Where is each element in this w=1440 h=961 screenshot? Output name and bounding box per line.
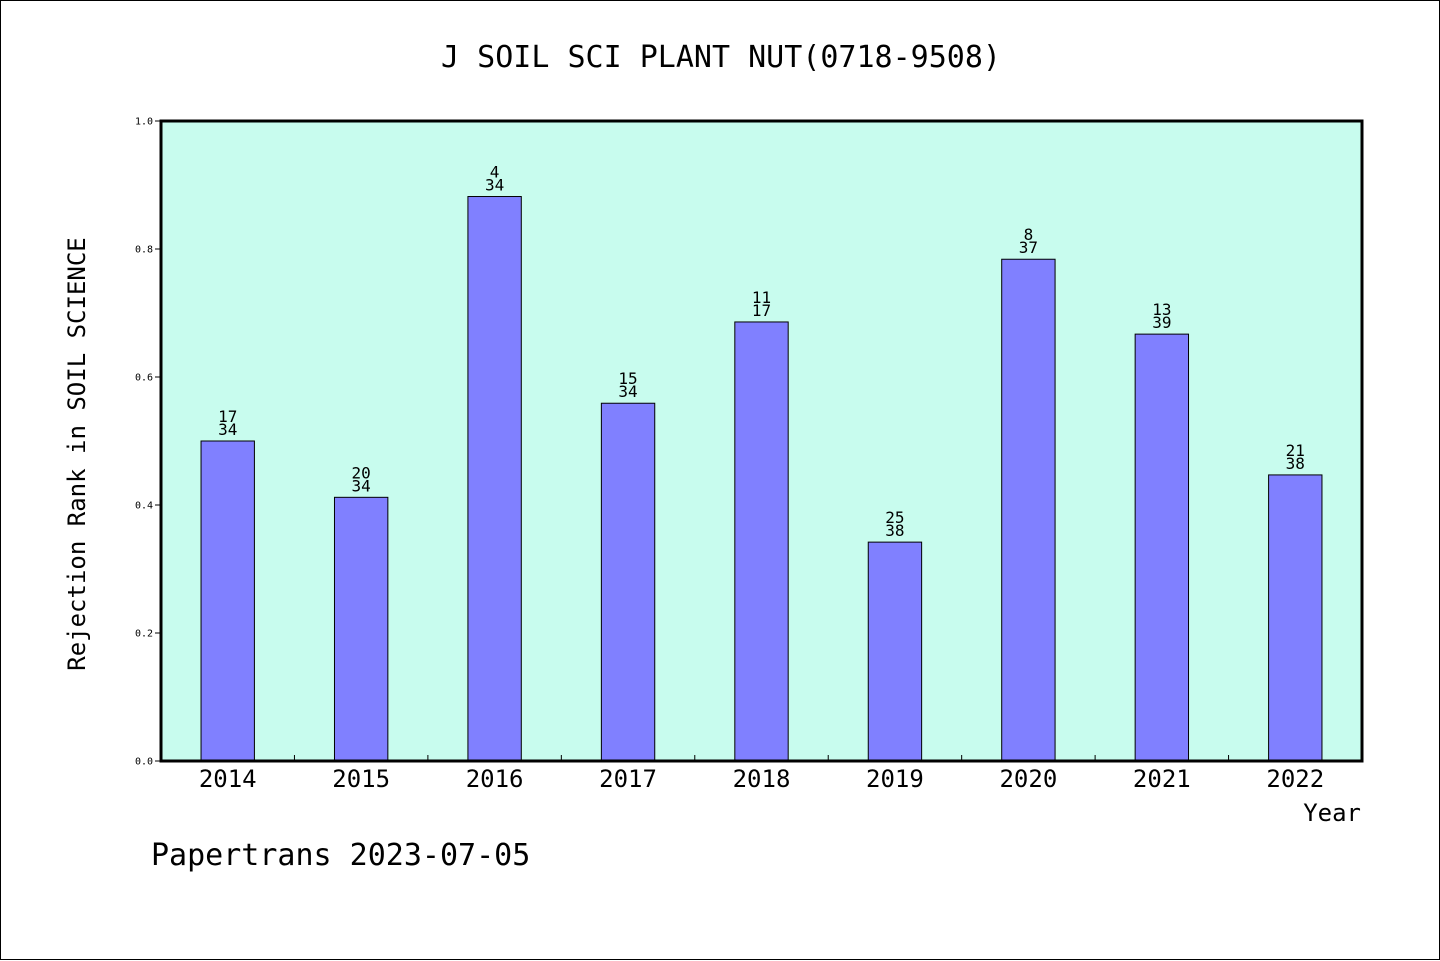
y-tick-label: 0.4 [135,501,153,512]
bar-2014 [200,440,255,762]
bar-total-label: 39 [1152,313,1171,332]
bar-rank-label: 21 [1286,441,1305,460]
x-tick-label: 2018 [733,765,791,793]
x-axis-title: Year [1303,799,1361,827]
bar-total-label: 34 [618,382,637,401]
chart-title: J SOIL SCI PLANT NUT(0718-9508) [441,40,1001,75]
bar-rank-label: 15 [618,369,637,388]
footer-credit: Papertrans 2023-07-05 [151,838,530,873]
bar-2019 [867,541,923,762]
x-tick-label: 2017 [599,765,657,793]
bar-2016 [467,196,522,762]
bar-total-label: 34 [218,420,237,439]
bar-2015 [333,496,389,762]
bar-2021 [1134,333,1190,762]
bars-layer [200,196,1323,762]
bar-rank-label: 13 [1152,300,1171,319]
bar-2017 [600,402,656,762]
x-tick-label: 2015 [332,765,390,793]
x-tick-label: 2014 [199,765,257,793]
x-tick-label: 2022 [1266,765,1324,793]
bar-total-label: 38 [885,521,904,540]
bar-rank-label: 25 [885,508,904,527]
bar-rank-label: 20 [352,463,371,482]
y-tick-label: 0.8 [135,245,153,256]
bar-total-label: 17 [752,301,771,320]
bar-2020 [1001,258,1056,762]
x-tick-label: 2019 [866,765,924,793]
x-tick-label: 2021 [1133,765,1191,793]
bar-rank-label: 8 [1024,225,1034,244]
bar-2022 [1268,474,1323,762]
bar-total-label: 34 [485,176,504,195]
x-tick-label: 2016 [466,765,524,793]
y-tick-label: 0.6 [135,373,153,384]
bar-total-label: 38 [1286,454,1305,473]
plot-border [159,119,1364,763]
bar-total-label: 37 [1019,238,1038,257]
y-tick-label: 1.0 [135,117,153,128]
bar-rank-label: 4 [490,163,500,182]
x-tick-label: 2020 [999,765,1057,793]
y-axis-title: Rejection Rank in SOIL SCIENCE [63,237,91,670]
y-tick-label: 0.0 [135,757,153,768]
bar-2018 [734,321,789,762]
bar-rank-label: 17 [218,407,237,426]
bar-rank-label: 11 [752,288,771,307]
y-tick-label: 0.2 [135,629,153,640]
bar-total-label: 34 [352,476,371,495]
